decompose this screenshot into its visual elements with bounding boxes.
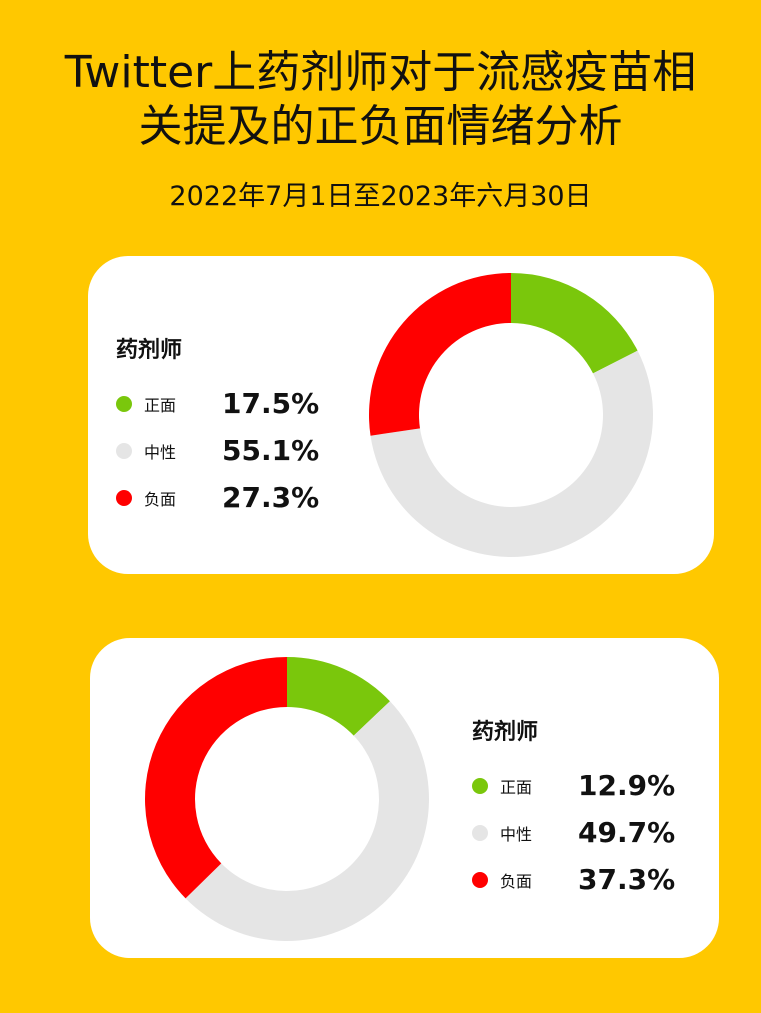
positive-dot-icon xyxy=(472,777,488,794)
title-line-2: 关提及的正负面情绪分析 xyxy=(138,101,623,152)
negative-dot-icon xyxy=(472,871,488,888)
legend-item-positive: 正面 12.9% xyxy=(472,762,675,809)
legend-value: 17.5% xyxy=(222,387,320,420)
donut-slice-neutral xyxy=(370,350,653,557)
chart-card-1: 药剂师 正面 17.5% 中性 55.1% 负面 27.3% xyxy=(88,256,714,574)
donut-slice-positive xyxy=(511,273,638,374)
legend-title: 药剂师 xyxy=(116,338,183,363)
legend-2: 药剂师 正面 12.9% 中性 49.7% 负面 37.3% xyxy=(472,714,675,903)
negative-dot-icon xyxy=(116,489,132,506)
legend-item-neutral: 中性 55.1% xyxy=(116,427,319,474)
legend-label: 负面 xyxy=(500,871,533,891)
positive-dot-icon xyxy=(116,395,132,412)
legend-title: 药剂师 xyxy=(472,720,539,745)
donut-slice-negative xyxy=(369,273,511,436)
legend-label: 负面 xyxy=(144,489,177,509)
legend-label: 中性 xyxy=(500,824,533,844)
legend-item-negative: 负面 37.3% xyxy=(472,856,675,903)
title-line-1: Twitter上药剂师对于流感疫苗相 xyxy=(64,47,697,98)
legend-label: 正面 xyxy=(500,777,533,797)
donut-slice-neutral xyxy=(185,701,430,942)
legend-label: 正面 xyxy=(144,395,177,415)
neutral-dot-icon xyxy=(116,442,132,459)
donut-chart-2 xyxy=(145,657,430,942)
page-title: Twitter上药剂师对于流感疫苗相 关提及的正负面情绪分析 xyxy=(0,46,761,154)
legend-item-negative: 负面 27.3% xyxy=(116,474,319,521)
legend-value: 12.9% xyxy=(578,769,676,802)
date-range-subtitle: 2022年7月1日至2023年六月30日 xyxy=(169,181,592,212)
legend-item-positive: 正面 17.5% xyxy=(116,380,319,427)
chart-card-2: 药剂师 正面 12.9% 中性 49.7% 负面 37.3% xyxy=(90,638,719,958)
donut-chart-1 xyxy=(369,273,653,557)
neutral-dot-icon xyxy=(472,824,488,841)
donut-slice-positive xyxy=(287,657,390,736)
legend-label: 中性 xyxy=(144,442,177,462)
legend-value: 37.3% xyxy=(578,863,676,896)
legend-1: 药剂师 正面 17.5% 中性 55.1% 负面 27.3% xyxy=(116,332,319,521)
donut-slice-negative xyxy=(145,657,287,899)
legend-item-neutral: 中性 49.7% xyxy=(472,809,675,856)
legend-value: 27.3% xyxy=(222,481,320,514)
legend-value: 55.1% xyxy=(222,434,320,467)
legend-value: 49.7% xyxy=(578,816,676,849)
